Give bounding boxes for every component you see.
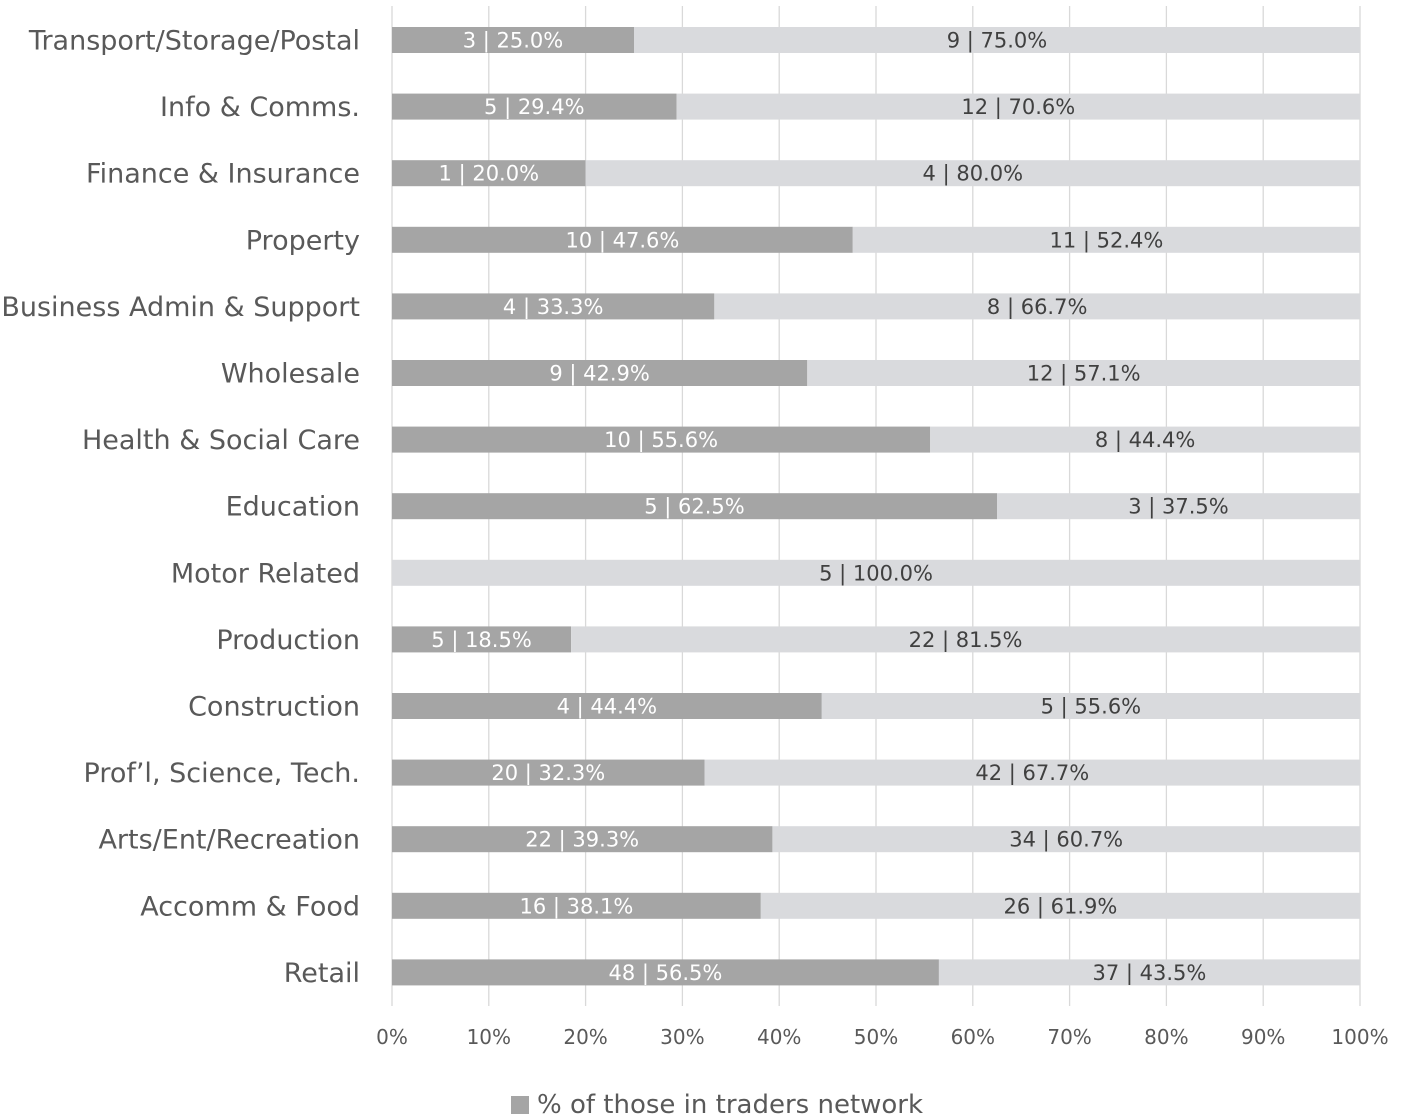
bar-segment [392,626,572,653]
bar-segment [392,293,715,320]
data-label: 4 | 80.0% [923,162,1024,187]
bars: 3 | 25.0% 9 | 75.0% 5 | 29.4% 12 | 70.6% 1 |… [392,27,1360,986]
legend-swatch [511,1096,529,1114]
category-label: Production [216,625,360,656]
category-label: Prof’l, Science, Tech. [84,758,360,789]
category-label: Finance & Insurance [86,159,360,190]
bar-segment [571,626,1360,653]
data-label: 4 | 33.3% [503,295,604,320]
bar-segment [585,160,1360,187]
category-label: Health & Social Care [82,425,360,456]
data-label: 11 | 52.4% [1049,228,1163,253]
data-label: 5 | 55.6% [1041,695,1142,720]
data-label: 5 | 29.4% [484,95,585,120]
x-tick-label: 10% [467,1025,511,1049]
legend-label: % of those in traders network [537,1090,923,1119]
x-tick-label: 70% [1047,1025,1091,1049]
data-label: 22 | 39.3% [525,828,639,853]
x-tick-label: 80% [1144,1025,1188,1049]
data-label: 1 | 20.0% [439,162,540,187]
data-label: 5 | 18.5% [431,628,532,653]
category-label: Education [226,492,360,523]
category-label: Construction [188,692,360,723]
data-label: 20 | 32.3% [491,761,605,786]
category-label: Arts/Ent/Recreation [98,825,360,856]
bar-segment [392,27,634,53]
bar-segment [821,693,1360,719]
x-tick-label: 20% [563,1025,607,1049]
data-label: 16 | 38.1% [519,894,633,919]
bar-segment [392,693,822,719]
data-label: 10 | 47.6% [565,228,679,253]
x-tick-label: 0% [376,1025,408,1049]
bar-segment [852,226,1360,253]
data-label: 8 | 44.4% [1095,428,1196,453]
bar-segment [392,493,997,520]
bar-segment [930,426,1360,453]
x-tick-label: 30% [660,1025,704,1049]
data-label: 9 | 75.0% [947,29,1048,54]
x-tick-label: 40% [757,1025,801,1049]
category-label: Info & Comms. [160,92,360,123]
bar-segment [760,892,1360,919]
data-label: 9 | 42.9% [549,362,650,387]
bar-segment [392,426,931,453]
x-tick-label: 60% [951,1025,995,1049]
bar-segment [392,226,853,253]
category-label: Business Admin & Support [1,292,360,323]
category-labels: Transport/Storage/Postal Info & Comms. Fin… [1,26,360,989]
bar-segment [997,493,1360,520]
bar-segment [772,826,1360,853]
bar-segment [714,293,1360,320]
bar-segment [392,959,939,986]
category-label: Transport/Storage/Postal [28,26,360,57]
x-tick-label: 100% [1331,1025,1388,1049]
x-axis: 0% 10% 20% 30% 40% 50% 60% 70% 80% 90% 100% [376,1025,1388,1049]
category-label: Motor Related [171,558,360,589]
bar-segment [676,93,1360,120]
data-label: 5 | 62.5% [644,495,745,520]
data-label: 3 | 25.0% [463,29,564,54]
data-label: 10 | 55.6% [604,428,718,453]
data-label: 8 | 66.7% [987,295,1088,320]
data-label: 37 | 43.5% [1093,961,1207,986]
bar-segment [392,559,1360,586]
data-label: 48 | 56.5% [609,961,723,986]
data-label: 26 | 61.9% [1003,894,1117,919]
bar-segment [392,892,761,919]
data-label: 12 | 57.1% [1027,362,1141,387]
bar-segment [392,826,773,853]
data-label: 34 | 60.7% [1009,828,1123,853]
data-label: 42 | 67.7% [975,761,1089,786]
bar-segment [392,93,677,120]
data-label: 22 | 81.5% [909,628,1023,653]
category-label: Property [246,225,360,256]
x-tick-label: 50% [854,1025,898,1049]
bar-segment [938,959,1360,986]
bar-segment [392,759,705,786]
legend: % of those in traders network [511,1090,923,1119]
bar-segment [392,360,808,386]
category-label: Retail [284,958,360,989]
bar-segment [704,759,1360,786]
category-label: Accomm & Food [140,891,360,922]
bar-segment [634,27,1360,53]
bar-segment [807,360,1360,386]
data-label: 3 | 37.5% [1128,495,1229,520]
data-label: 12 | 70.6% [961,95,1075,120]
data-label: 5 | 100.0% [819,561,933,586]
data-label: 4 | 44.4% [557,695,658,720]
category-label: Wholesale [221,359,360,390]
x-tick-label: 90% [1241,1025,1285,1049]
bar-segment [392,160,586,187]
